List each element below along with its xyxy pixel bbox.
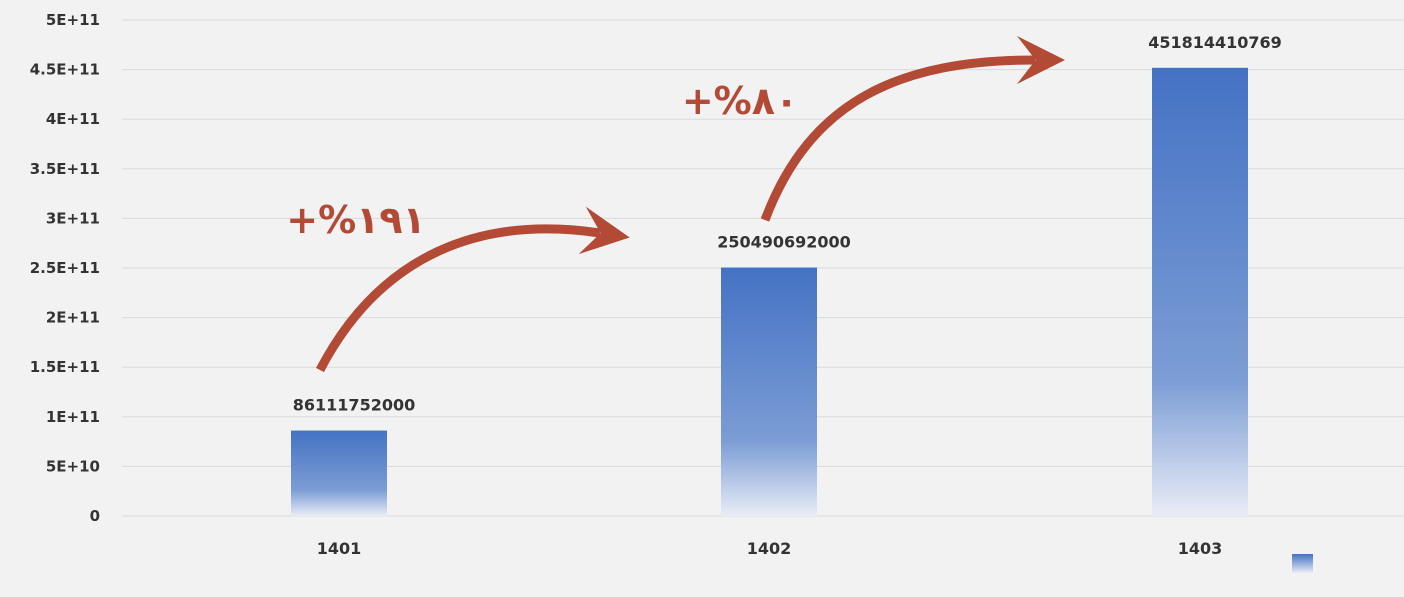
y-tick-label: 5E+10 [46, 457, 100, 475]
y-tick-label: 5E+11 [46, 11, 100, 29]
growth-label: +%۱۹۱ [286, 198, 426, 242]
growth-label: +%۸۰ [682, 79, 798, 123]
growth-arrow-shaft [316, 224, 601, 373]
y-axis-ticks: 0 5E+10 1E+11 1.5E+11 2E+11 2.5E+11 3E+11 3.5E+… [30, 11, 100, 525]
y-tick-label: 3.5E+11 [30, 160, 100, 178]
growth-arrow-head [578, 206, 630, 255]
data-label-1402: 250490692000 [717, 233, 851, 252]
bar-1401 [291, 430, 387, 516]
growth-arrow-head [1017, 36, 1065, 84]
x-tick-label-1401: 1401 [317, 539, 362, 558]
bar-1403 [1152, 67, 1248, 516]
x-tick-label-1402: 1402 [747, 539, 792, 558]
x-axis-ticks: 1401 1402 1403 [317, 539, 1223, 558]
y-tick-label: 2.5E+11 [30, 259, 100, 277]
data-label-1403: 451814410769 [1148, 33, 1282, 52]
y-tick-label: 4E+11 [46, 110, 100, 128]
y-tick-label: 1E+11 [46, 408, 100, 426]
y-tick-label: 1.5E+11 [30, 358, 100, 376]
y-tick-label: 0 [90, 507, 100, 525]
data-label-1401: 86111752000 [293, 396, 415, 415]
growth-arrow-shaft [760, 55, 1036, 222]
data-labels: 86111752000 250490692000 451814410769 [293, 33, 1282, 415]
y-tick-label: 3E+11 [46, 209, 100, 227]
y-tick-label: 4.5E+11 [30, 61, 100, 79]
x-tick-label-1403: 1403 [1178, 539, 1223, 558]
growth-arrows: +%۱۹۱ +%۸۰ [286, 36, 1065, 373]
bar-1402 [721, 267, 817, 516]
legend-swatch [1292, 554, 1313, 573]
bars [291, 67, 1248, 516]
legend: شغلی [1292, 554, 1313, 573]
y-tick-label: 2E+11 [46, 309, 100, 327]
